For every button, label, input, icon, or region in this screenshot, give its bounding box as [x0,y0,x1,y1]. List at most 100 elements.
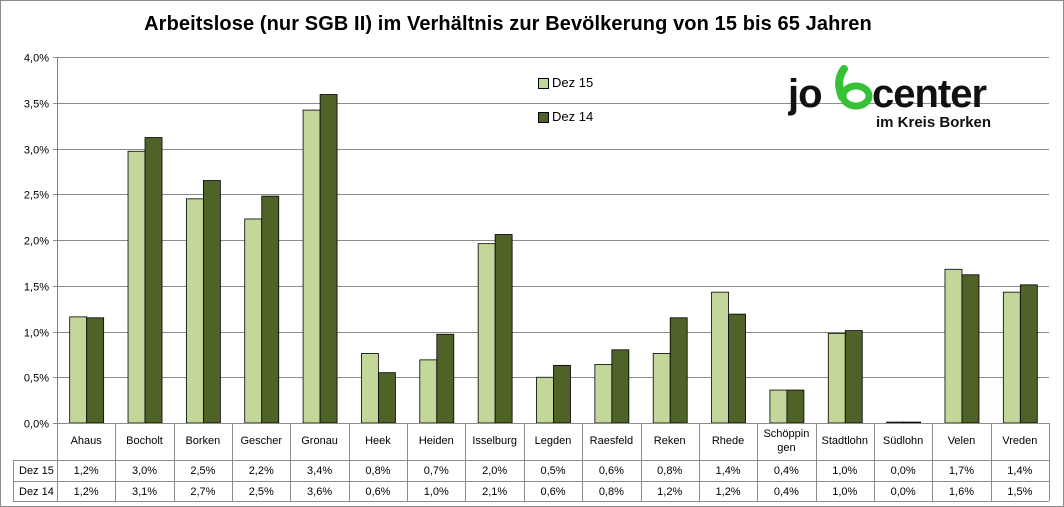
bar-dez15-reken [652,353,671,424]
y-tick-label: 1,0% [24,328,49,340]
x-tick-label: Vreden [1002,435,1037,447]
table-cell-value: 1,5% [1007,486,1032,498]
table-cell-value: 2,7% [190,486,215,498]
table-cell-value: 1,2% [74,465,99,477]
x-tick-label: Legden [535,435,572,447]
svg-text:im Kreis Borken: im Kreis Borken [876,114,991,131]
bar-dez15-ahaus [69,316,88,424]
y-tick-label: 2,0% [24,236,49,248]
table-cell-value: 1,4% [716,465,741,477]
bar-dez15-gescher [244,218,263,424]
bar-dez14-legden [553,364,571,424]
logo-b-mark [835,65,873,110]
table-cell-value: 3,0% [132,465,157,477]
bar-dez15-bocholt [127,150,146,424]
x-tick-label: Gronau [301,435,338,447]
y-tick-label: 3,5% [24,99,49,111]
table-series-name: Dez 14 [19,486,54,498]
table-cell-value: 3,6% [307,486,332,498]
x-tick-label: Südlohn [883,435,923,447]
y-tick-label: 1,5% [24,282,49,294]
table-cell-value: 0,4% [774,465,799,477]
y-axis-ticks: 0,0% 0,5% 1,0% 1,5% 2,0% 2,5% 3,0% 3,5% 4,0% [24,53,49,431]
x-tick-label: Velen [948,435,976,447]
bar-dez15-velen [944,268,963,424]
svg-text:center: center [872,72,986,116]
x-tick-label: Reken [654,435,686,447]
table-series-name: Dez 15 [19,465,54,477]
table-cell-value: 1,0% [424,486,449,498]
bar-dez15-borken [185,198,204,424]
x-tick-label: Raesfeld [590,435,633,447]
bar-dez14-borken [202,180,221,424]
table-cell-value: 0,0% [891,486,916,498]
bar-dez14-heek [378,372,396,424]
x-tick-label: Bocholt [126,435,163,447]
table-cell-value: 0,6% [365,486,390,498]
legend-item-dez15: Dez 15 [538,75,618,91]
y-tick-label: 3,0% [24,145,49,157]
bar-dez15-stadtlohn [827,332,846,424]
y-tick-label: 4,0% [24,53,49,65]
table-cell-value: 0,4% [774,486,799,498]
x-tick-label: Stadtlohn [822,435,868,447]
legend-swatch-dez14 [538,112,549,123]
x-tick-label: Isselburg [472,435,517,447]
table-cell-value: 1,2% [74,486,99,498]
table-cell-value: 1,2% [716,486,741,498]
legend-item-dez14: Dez 14 [538,109,618,125]
bar-dez15-südlohn [886,421,905,424]
table-cell-value: 1,0% [832,486,857,498]
table-cell-value: 0,5% [540,465,565,477]
legend-label-dez15: Dez 15 [552,75,594,90]
bar-dez14-gescher [261,195,280,424]
table-cell-value: 2,5% [249,486,274,498]
bars [69,94,1038,424]
table-cell-value: 2,0% [482,465,507,477]
table-cell-value: 3,1% [132,486,157,498]
bar-dez14-gronau [319,94,338,424]
bar-dez15-vreden [1002,291,1021,424]
table-cell-value: 1,2% [657,486,682,498]
bar-dez15-isselburg [477,243,496,424]
table-cell-value: 0,8% [657,465,682,477]
jobcenter-logo: jo center im Kreis Borken [788,65,991,131]
bar-dez15-heek [361,353,379,424]
bar-dez14-velen [961,274,980,424]
data-table: Ahaus Bocholt Borken Gescher Gronau Heek Heide… [13,423,1050,502]
bar-dez14-rhede [728,313,746,424]
table-cell-value: 0,7% [424,465,449,477]
bar-dez14-isselburg [494,234,513,424]
y-tick-label: 2,5% [24,190,49,202]
bar-dez14-stadtlohn [844,330,863,424]
bar-dez14-raesfeld [611,349,630,424]
bar-dez15-rhede [711,291,729,424]
table-cell-value: 0,8% [599,486,624,498]
table-cell-value: 0,6% [540,486,565,498]
x-tick-label: gen [777,442,795,454]
table-cell-value: 1,6% [949,486,974,498]
x-tick-label: Rhede [712,435,744,447]
table-cell-value: 2,5% [190,465,215,477]
x-tick-label: Gescher [240,435,282,447]
legend-swatch-dez15 [538,78,549,89]
table-cell-value: 0,0% [891,465,916,477]
x-tick-label: Heek [365,435,391,447]
bar-dez15-legden [536,376,554,424]
x-tick-label: Schöppin [763,428,809,440]
bar-dez15-gronau [302,109,321,424]
table-cell-value: 2,2% [249,465,274,477]
table-cell-value: 1,0% [832,465,857,477]
table-cell-value: 0,6% [599,465,624,477]
x-tick-label: Ahaus [71,435,103,447]
bar-dez15-raesfeld [594,364,613,424]
table-cell-value: 3,4% [307,465,332,477]
y-tick-label: 0,5% [24,373,49,385]
legend-label-dez14: Dez 14 [552,109,594,124]
bar-dez14-reken [669,317,688,424]
bar-dez14-südlohn [903,421,922,424]
chart-title: Arbeitslose (nur SGB II) im Verhältnis z… [144,13,872,35]
y-tick-label: 0,0% [24,419,49,431]
